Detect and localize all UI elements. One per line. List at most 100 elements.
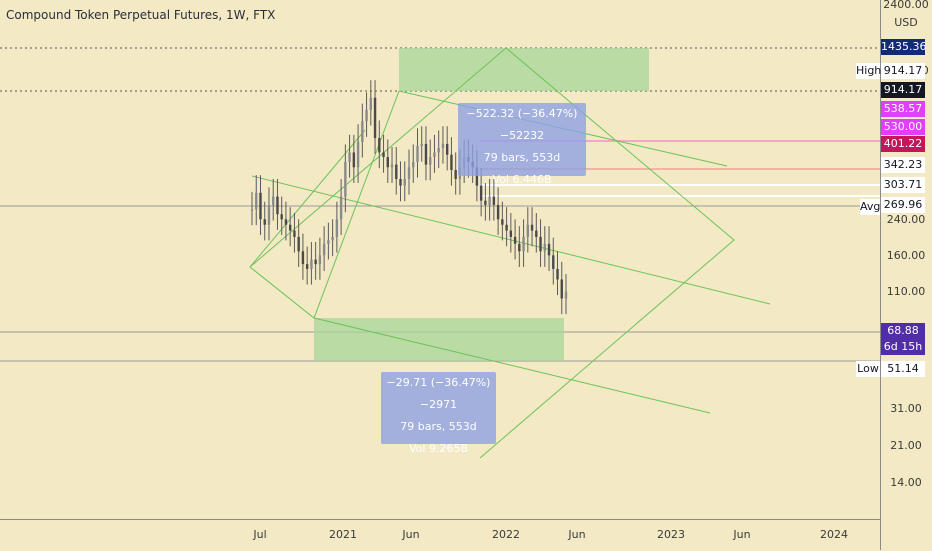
candle-body-up <box>407 167 411 179</box>
candle-body-up <box>488 196 491 205</box>
candle-body-down <box>382 152 385 158</box>
price-badge: 1435.36 <box>881 39 927 55</box>
candle-body-up <box>255 192 258 210</box>
candle-body-down <box>505 224 508 231</box>
candle-body-down <box>395 164 398 179</box>
candle-body-down <box>454 170 457 179</box>
price-tick-label: 31.00 <box>890 402 922 415</box>
candle-body-down <box>284 219 288 225</box>
candle-body-up <box>564 291 568 299</box>
measure-bottom-bars: 79 bars, 553d <box>400 420 477 433</box>
candle-body-down <box>301 251 305 265</box>
measure-top-volume: Vol 6.446B <box>492 173 552 186</box>
time-axis[interactable] <box>0 519 880 551</box>
chart-title: Compound Token Perpetual Futures, 1W, FT… <box>6 8 276 22</box>
price-tick-label: 110.00 <box>886 285 926 298</box>
price-badge: 269.96 <box>881 197 925 213</box>
measure-bottom-volume: Vol 9.265B <box>409 442 468 455</box>
candle-body-down <box>479 185 483 201</box>
price-tick-label: 160.00 <box>886 249 926 262</box>
price-tick-label: 2400.00 <box>883 0 929 11</box>
price-badge: 68.88 <box>881 323 925 339</box>
measure-bottom-change: −29.71 (−36.47%) −2971 <box>386 376 491 411</box>
bottom-range-box <box>314 318 564 361</box>
high-label: High <box>856 63 882 79</box>
measure-box-bottom[interactable]: −29.71 (−36.47%) −2971 79 bars, 553d Vol… <box>381 372 496 455</box>
pattern-left-leg <box>249 90 400 319</box>
candle-body-down <box>445 143 449 155</box>
candle-body-up <box>420 143 423 146</box>
candle-body-up <box>361 121 364 142</box>
candle-body-down <box>513 236 517 244</box>
candle-body-down <box>484 200 487 205</box>
candle-body-up <box>522 236 525 252</box>
low-value: 51.14 <box>881 361 925 377</box>
candle-body-down <box>530 224 534 231</box>
candle-body-up <box>437 148 440 153</box>
candle-body-up <box>412 162 415 168</box>
candle-body-up <box>344 162 347 197</box>
candle-body-up <box>416 145 419 163</box>
candle-body-down <box>263 219 266 225</box>
candle-body-down <box>535 230 538 237</box>
candle-body-up <box>543 243 546 252</box>
pattern-left-diagonal <box>249 129 366 268</box>
candle-body-down <box>314 259 317 265</box>
candle-body-down <box>552 255 555 269</box>
time-tick-label: 2024 <box>820 528 848 541</box>
candle-body-down <box>399 178 402 186</box>
price-tick-label: 21.00 <box>890 439 922 452</box>
price-tick-label: 240.00 <box>886 213 926 226</box>
candle-body-up <box>327 240 330 244</box>
price-badge: 401.22 <box>881 136 925 152</box>
price-badge: 342.23 <box>881 157 925 173</box>
candle-body-up <box>356 141 360 168</box>
candle-body-down <box>378 138 381 153</box>
price-tick-label: 14.00 <box>890 476 922 489</box>
candle-body-up <box>339 196 343 220</box>
candle-body-up <box>331 236 334 241</box>
candle-body-up <box>250 209 254 211</box>
candle-body-down <box>276 196 279 215</box>
candle-body-down <box>259 192 262 220</box>
top-range-box <box>399 48 649 91</box>
candle-body-down <box>501 219 504 225</box>
candle-body-down <box>373 97 377 139</box>
candle-body-up <box>365 109 368 122</box>
time-tick-label: Jun <box>402 528 420 541</box>
price-badge: 914.17 <box>881 82 925 98</box>
candle-body-down <box>450 154 453 171</box>
candle-body-down <box>297 236 300 252</box>
time-tick-label: Jun <box>568 528 586 541</box>
candle-body-down <box>475 167 479 186</box>
candle-body-down <box>509 230 513 237</box>
candle-body-up <box>403 178 406 186</box>
price-axis[interactable] <box>880 0 932 550</box>
candle-body-up <box>390 164 394 168</box>
candle-body-up <box>318 255 322 265</box>
measure-box-top[interactable]: −522.32 (−36.47%) −52232 79 bars, 553d V… <box>458 103 586 186</box>
price-badge: 530.00 <box>881 119 925 135</box>
candle-body-down <box>560 279 563 299</box>
candle-body-down <box>496 204 500 220</box>
price-badge: 303.71 <box>881 177 925 193</box>
candle-body-up <box>429 157 432 165</box>
candle-body-up <box>322 243 326 256</box>
diamond-pattern-large <box>249 47 735 459</box>
candle-body-down <box>280 214 283 220</box>
candle-body-down <box>386 157 389 168</box>
measure-top-change: −522.32 (−36.47%) −52232 <box>466 107 578 142</box>
candle-body-up <box>433 152 436 158</box>
candle-body-down <box>539 236 542 252</box>
time-tick-label: Jul <box>253 528 267 541</box>
candle-body-up <box>310 259 313 269</box>
candle-body-down <box>288 224 292 231</box>
candle-body-up <box>369 97 373 110</box>
time-tick-label: 2022 <box>492 528 520 541</box>
candle-body-up <box>335 219 339 237</box>
candle-body-up <box>526 224 530 237</box>
candle-body-down <box>305 264 309 269</box>
measure-top-bars: 79 bars, 553d <box>483 151 561 164</box>
